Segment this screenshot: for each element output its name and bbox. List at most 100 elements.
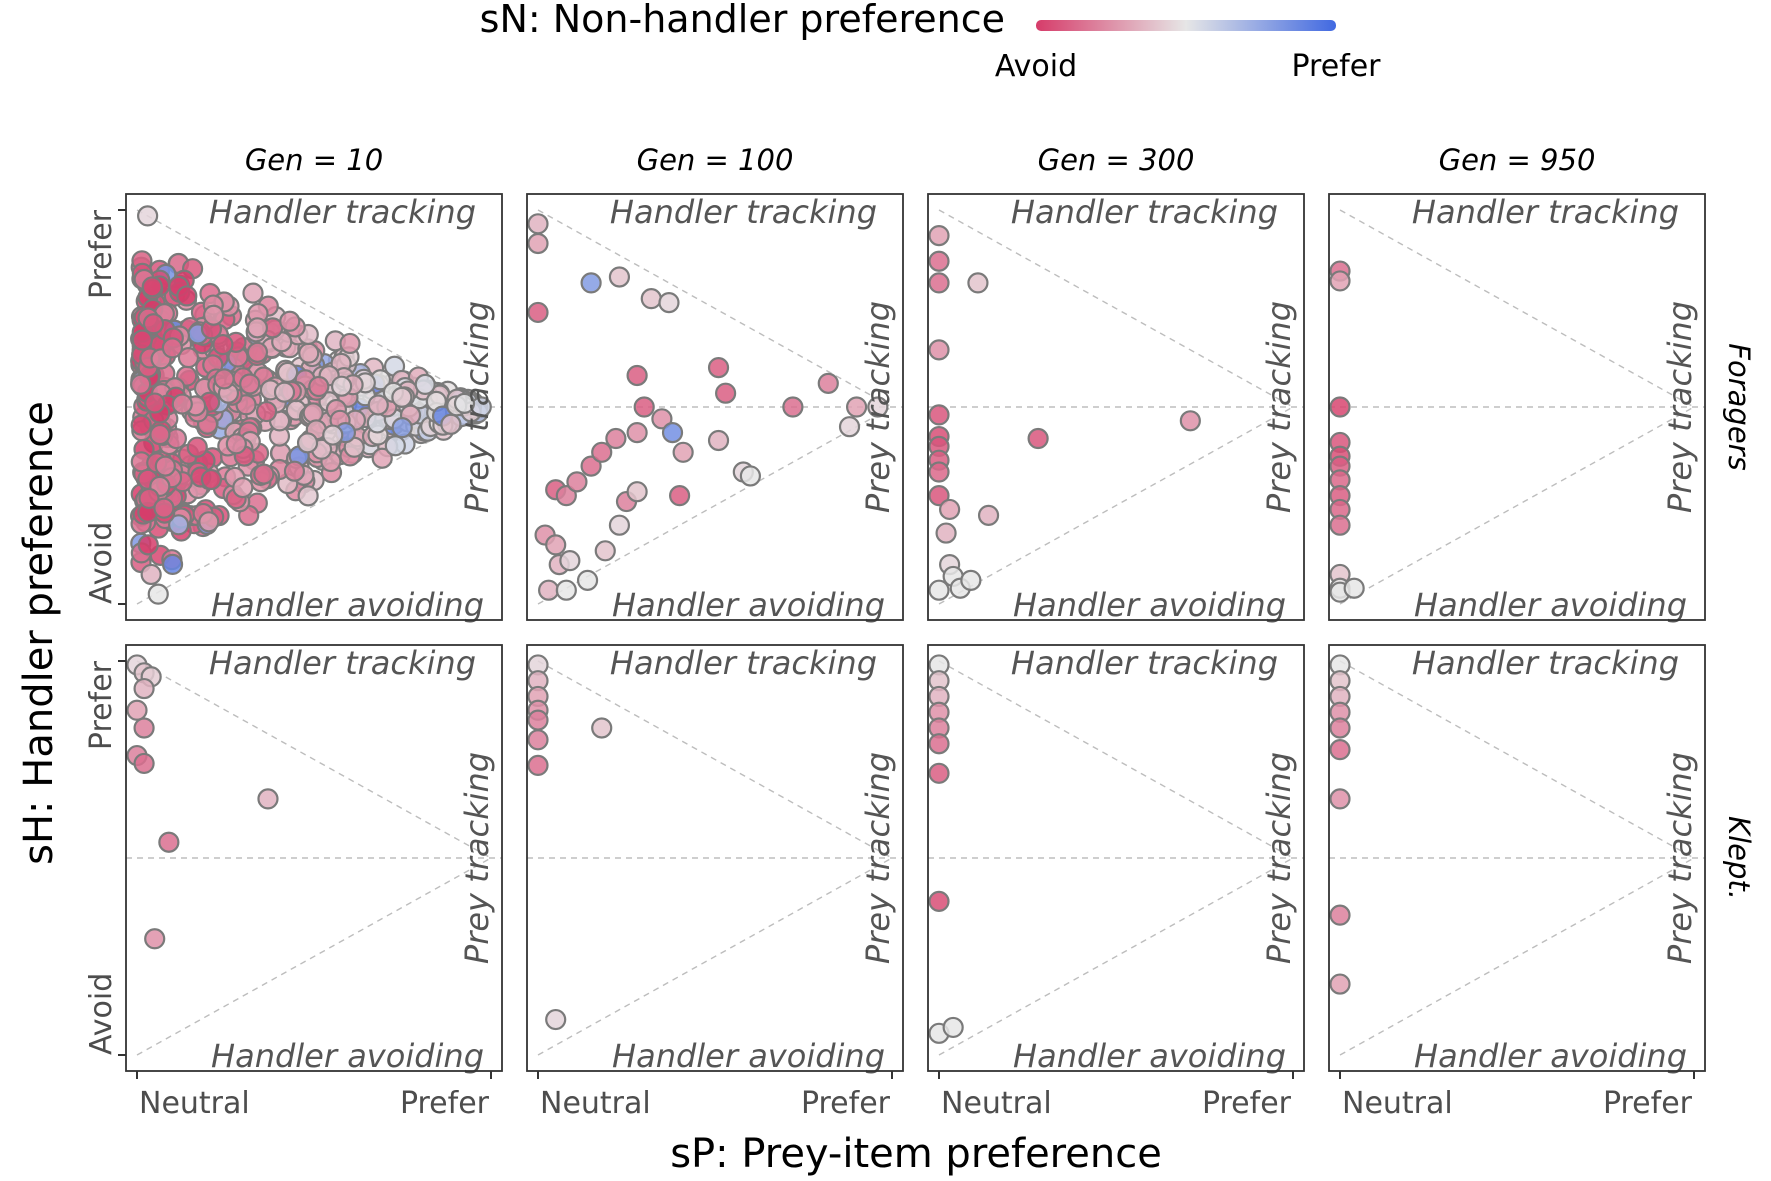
y-axis-title: sH: Handler preference bbox=[16, 401, 62, 865]
annotation-handler-avoiding: Handler avoiding bbox=[612, 586, 885, 624]
scatter-point bbox=[527, 729, 549, 751]
annotation-handler-tracking: Handler tracking bbox=[610, 193, 877, 231]
scatter-point bbox=[322, 424, 344, 446]
annotation-handler-tracking: Handler tracking bbox=[209, 193, 476, 231]
scatter-point bbox=[527, 232, 549, 255]
scatter-point bbox=[527, 213, 549, 235]
scatter-point bbox=[739, 465, 762, 487]
scatter-point bbox=[928, 272, 950, 294]
scatter-point bbox=[126, 699, 148, 721]
annotation-prey-tracking: Prey tracking bbox=[1661, 752, 1699, 964]
reference-line bbox=[1339, 209, 1695, 408]
scatter-point bbox=[580, 455, 602, 477]
scatter-point bbox=[384, 435, 406, 457]
scatter-point bbox=[566, 471, 588, 493]
scatter-point bbox=[154, 455, 176, 477]
scatter-point bbox=[608, 514, 631, 536]
scatter-point bbox=[1329, 717, 1351, 739]
scatter-point bbox=[605, 427, 627, 450]
scatter-point bbox=[1329, 904, 1351, 926]
scatter-point bbox=[935, 522, 957, 544]
scatter-point bbox=[1329, 973, 1351, 995]
scatter-point bbox=[928, 579, 950, 601]
scatter-point bbox=[977, 504, 1000, 526]
scatter-point bbox=[1329, 270, 1351, 292]
reference-line bbox=[136, 406, 492, 605]
x-tick-label: Neutral bbox=[1342, 1086, 1453, 1121]
scatter-point bbox=[967, 272, 989, 294]
annotation-handler-avoiding: Handler avoiding bbox=[211, 586, 484, 624]
scatter-point bbox=[212, 334, 234, 356]
scatter-point bbox=[177, 347, 200, 369]
scatter-point bbox=[928, 762, 950, 784]
annotation-handler-avoiding: Handler avoiding bbox=[612, 1037, 885, 1075]
annotation-handler-tracking: Handler tracking bbox=[1011, 644, 1278, 682]
scatter-point bbox=[661, 422, 684, 444]
panel-border bbox=[927, 644, 1305, 1072]
scatter-point bbox=[928, 733, 950, 755]
scatter-point bbox=[142, 313, 165, 335]
point-cloud bbox=[129, 250, 492, 576]
scatter-point bbox=[928, 890, 950, 912]
reference-line bbox=[136, 209, 492, 408]
scatter-point bbox=[942, 1016, 964, 1039]
scatter-point bbox=[225, 433, 247, 455]
scatter-point bbox=[255, 400, 278, 423]
annotation-handler-tracking: Handler tracking bbox=[1011, 193, 1278, 231]
scatter-point bbox=[555, 579, 577, 601]
legend-low-label: Avoid bbox=[995, 49, 1077, 84]
scatter-point bbox=[538, 579, 560, 601]
y-tick-label: Avoid bbox=[84, 973, 119, 1055]
annotation-handler-avoiding: Handler avoiding bbox=[1414, 1037, 1687, 1075]
reference-line bbox=[136, 857, 492, 1056]
scatter-point bbox=[626, 481, 648, 503]
legend-high-label: Prefer bbox=[1291, 49, 1381, 84]
scatter-point bbox=[555, 485, 577, 507]
scatter-point bbox=[371, 447, 393, 469]
scatter-point bbox=[640, 288, 662, 310]
reference-line bbox=[938, 406, 1294, 605]
scatter-point bbox=[246, 317, 268, 339]
legend-colorbar bbox=[1036, 20, 1336, 31]
reference-line bbox=[537, 857, 893, 1056]
facet-label-gen-100: Gen = 100 bbox=[637, 143, 794, 177]
annotation-handler-avoiding: Handler avoiding bbox=[211, 1037, 484, 1075]
panel-border bbox=[526, 193, 904, 621]
reference-line bbox=[537, 406, 893, 605]
scatter-point bbox=[133, 752, 155, 775]
reference-line bbox=[136, 660, 492, 859]
panel-klept-gen-10: Handler tracking Handler avoiding Prey tra… bbox=[84, 644, 503, 1121]
annotation-handler-avoiding: Handler avoiding bbox=[1013, 586, 1286, 624]
scatter-point bbox=[960, 569, 982, 591]
x-tick-label: Prefer bbox=[1202, 1086, 1292, 1121]
scatter-point bbox=[1329, 396, 1351, 418]
reference-line bbox=[537, 209, 893, 408]
scatter-point bbox=[239, 373, 261, 395]
scatter-point bbox=[715, 382, 737, 404]
scatter-point bbox=[130, 414, 152, 436]
annotation-prey-tracking: Prey tracking bbox=[1661, 301, 1699, 513]
annotation-handler-tracking: Handler tracking bbox=[1412, 644, 1679, 682]
scatter-point bbox=[298, 342, 320, 364]
annotation-prey-tracking: Prey tracking bbox=[458, 752, 496, 964]
scatter-point bbox=[213, 368, 235, 390]
panel-foragers-gen-950: Handler tracking Handler avoiding Prey tra… bbox=[1328, 193, 1706, 624]
y-tick-label: Prefer bbox=[84, 660, 119, 750]
scatter-point bbox=[140, 563, 162, 586]
scatter-point bbox=[527, 709, 549, 731]
annotation-handler-avoiding: Handler avoiding bbox=[1013, 1037, 1286, 1075]
scatter-point bbox=[331, 375, 353, 397]
scatter-point bbox=[707, 357, 730, 379]
scatter-point bbox=[367, 394, 389, 416]
scatter-point bbox=[1329, 514, 1351, 536]
scatter-point bbox=[928, 404, 950, 426]
panel-border bbox=[1328, 193, 1706, 621]
panel-border bbox=[125, 193, 503, 621]
x-tick-label: Neutral bbox=[540, 1086, 651, 1121]
scatter-point bbox=[296, 432, 319, 454]
x-tick-label: Prefer bbox=[801, 1086, 891, 1121]
scatter-point bbox=[257, 788, 279, 810]
scatter-point bbox=[186, 436, 208, 458]
reference-line bbox=[1339, 660, 1695, 859]
scatter-point bbox=[782, 396, 804, 418]
